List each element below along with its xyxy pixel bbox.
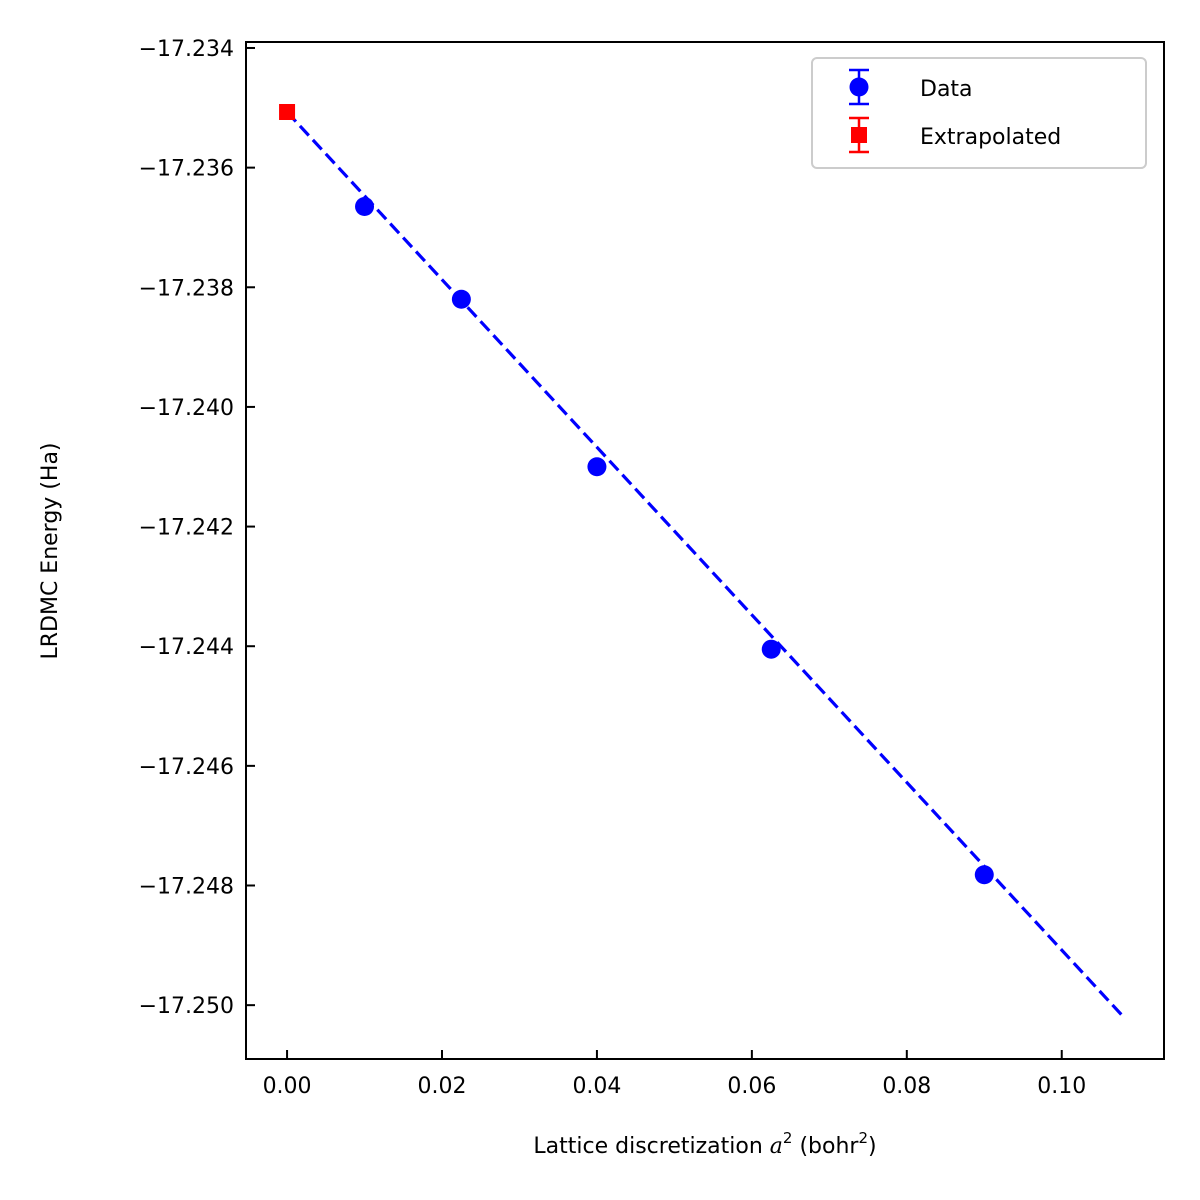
y-tick-label: −17.242: [139, 516, 234, 541]
legend-label-data: Data: [920, 77, 973, 102]
y-tick-label: −17.248: [139, 875, 234, 900]
x-axis-label-unit-suffix: ): [868, 1134, 877, 1159]
x-tick-label: 0.06: [727, 1074, 776, 1099]
legend-square-marker: [851, 127, 867, 143]
legend-box: [811, 57, 1147, 169]
data-point-marker: [587, 457, 607, 477]
data-point-marker: [451, 289, 471, 309]
data-point-marker: [974, 865, 994, 885]
legend-symbol-data: [849, 68, 869, 106]
legend-symbols: [849, 68, 869, 154]
data-marks-layer: [279, 103, 994, 885]
y-tick-label: −17.238: [139, 276, 234, 301]
x-axis-label-variable-exponent: 2: [783, 1129, 793, 1147]
y-tick-label: −17.234: [139, 37, 234, 62]
x-tick-label: 0.04: [572, 1074, 621, 1099]
x-tick-label: 0.00: [263, 1074, 312, 1099]
x-axis-label-unit-prefix: (bohr: [792, 1134, 859, 1159]
legend: Data Extrapolated: [811, 57, 1147, 169]
x-axis-label: Lattice discretization a2 (bohr2): [533, 1129, 876, 1159]
legend-label-extrapolated: Extrapolated: [920, 125, 1061, 150]
x-tick-label: 0.10: [1037, 1074, 1086, 1099]
x-tick-label: 0.08: [882, 1074, 931, 1099]
legend-symbol-extrapolated: [849, 116, 869, 154]
y-tick-label: −17.244: [139, 635, 234, 660]
data-point-marker: [355, 197, 375, 217]
y-tick-label: −17.240: [139, 396, 234, 421]
x-axis-ticks: 0.00 0.02 0.04 0.06 0.08 0.10: [263, 1050, 1086, 1099]
legend-circle-marker: [849, 77, 869, 97]
x-tick-label: 0.02: [418, 1074, 467, 1099]
data-point-marker: [761, 639, 781, 659]
extrapolated-point-marker: [279, 103, 296, 120]
y-axis-label: LRDMC Energy (Ha): [38, 442, 63, 659]
x-axis-label-unit-exponent: 2: [858, 1129, 868, 1147]
plot-area-frame: [245, 41, 1165, 1060]
y-tick-label: −17.246: [139, 755, 234, 780]
y-axis-ticks: −17.234 −17.236 −17.238 −17.240 −17.242 −17.2…: [139, 37, 255, 1019]
y-tick-label: −17.236: [139, 157, 234, 182]
y-tick-label: −17.250: [139, 994, 234, 1019]
x-axis-label-prefix: Lattice discretization: [533, 1134, 769, 1159]
x-axis-label-variable: a: [770, 1134, 783, 1159]
